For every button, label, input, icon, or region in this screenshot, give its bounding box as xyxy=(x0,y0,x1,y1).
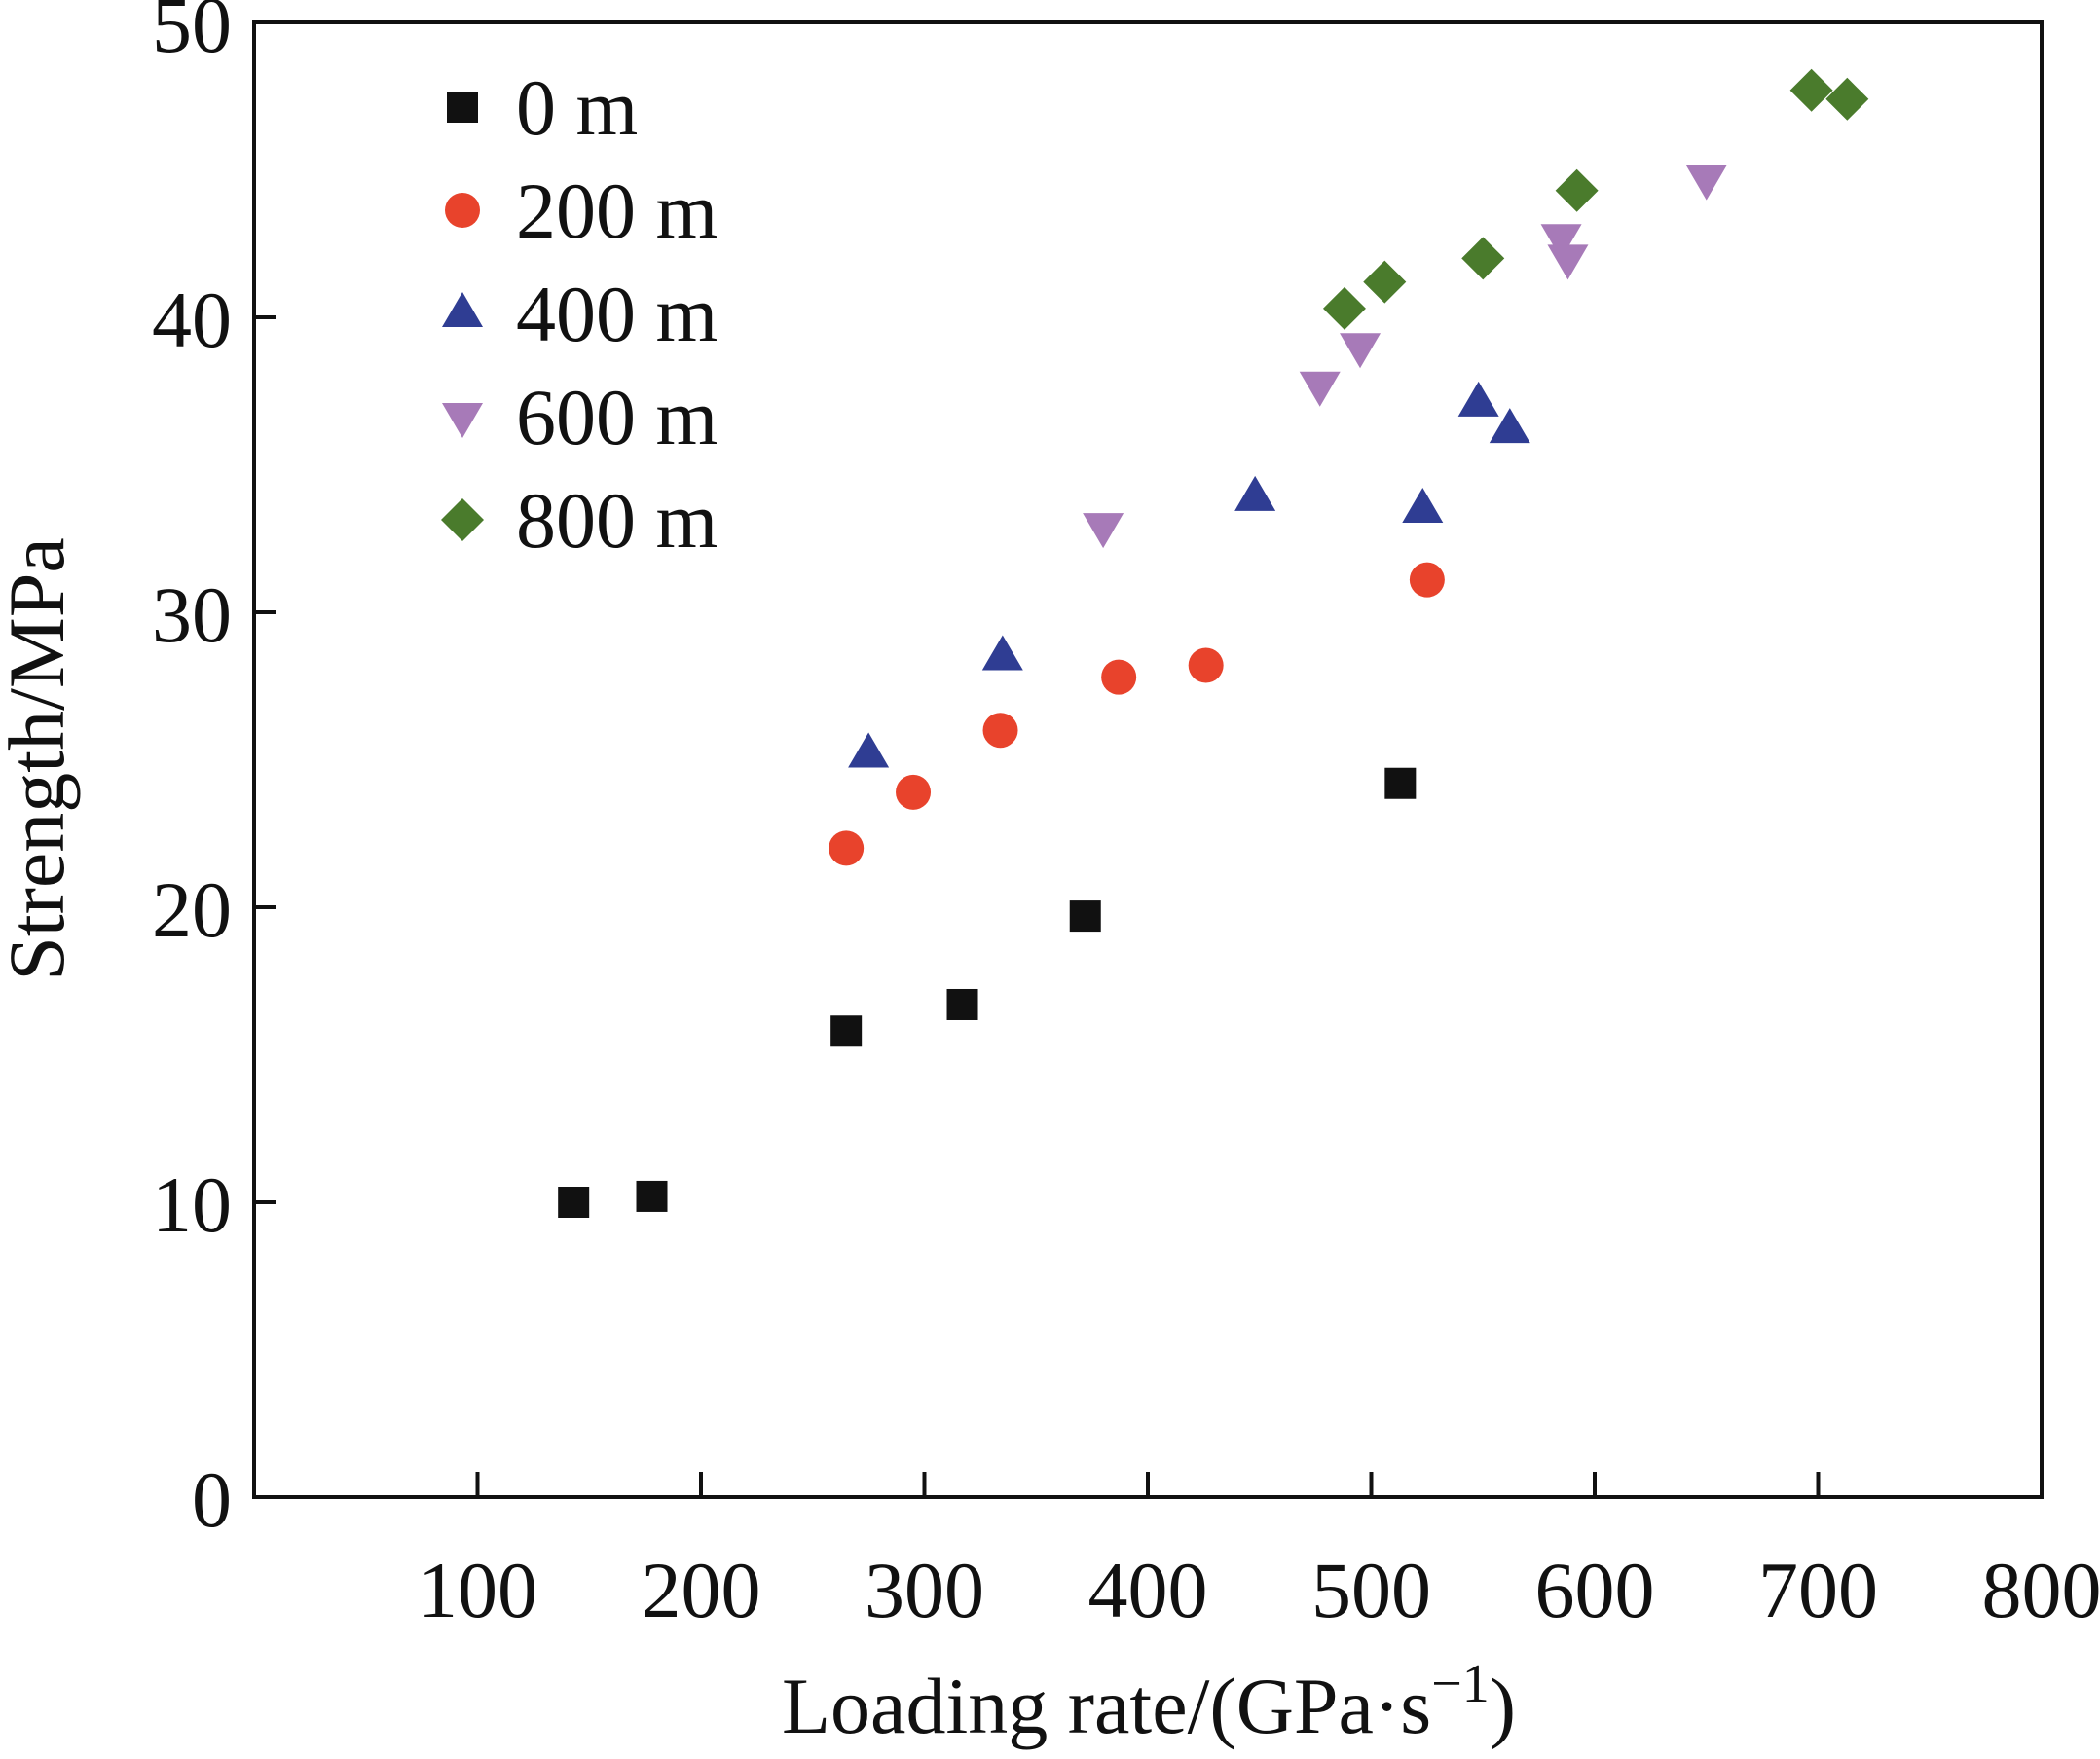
legend-label: 600 m xyxy=(516,373,718,461)
x-tick-label: 800 xyxy=(1982,1546,2100,1634)
y-tick-label: 0 xyxy=(192,1455,232,1544)
data-point xyxy=(1300,372,1341,407)
series-800-m xyxy=(1323,69,1868,330)
data-point xyxy=(558,1187,589,1218)
data-point xyxy=(1547,244,1588,279)
data-point xyxy=(848,732,889,767)
x-tick-label: 300 xyxy=(865,1546,984,1634)
legend-marker xyxy=(442,292,483,327)
legend-marker xyxy=(445,193,480,228)
data-point xyxy=(983,713,1018,748)
legend-marker xyxy=(442,403,483,438)
y-tick-label: 10 xyxy=(152,1160,232,1249)
legend-marker xyxy=(447,92,478,123)
data-point xyxy=(1461,237,1504,279)
data-point xyxy=(1825,78,1868,121)
data-point xyxy=(1234,476,1275,511)
data-point xyxy=(829,830,864,865)
y-tick-label: 20 xyxy=(152,865,232,954)
data-point xyxy=(1686,165,1727,201)
data-point xyxy=(1556,169,1599,212)
data-points xyxy=(558,69,1868,1218)
data-point xyxy=(1458,382,1499,417)
legend-label: 800 m xyxy=(516,476,718,565)
data-point xyxy=(1363,261,1406,304)
data-point xyxy=(830,1015,862,1046)
x-tick-label: 600 xyxy=(1535,1546,1655,1634)
y-tick-label: 30 xyxy=(152,570,232,659)
data-point xyxy=(1790,69,1833,112)
x-tick-label: 700 xyxy=(1758,1546,1878,1634)
series-600-m xyxy=(1083,165,1727,549)
x-axis-title: Loading rate/(GPa·s−1) xyxy=(782,1654,1516,1750)
legend-marker xyxy=(441,498,484,541)
data-point xyxy=(637,1181,668,1212)
y-axis: 0 10 20 30 40 50 xyxy=(152,0,276,1544)
x-tick-label: 400 xyxy=(1088,1546,1208,1634)
data-point xyxy=(1340,333,1381,368)
y-axis-title: Strength/MPa xyxy=(0,537,81,981)
legend: 0 m 200 m 400 m 600 m 800 m xyxy=(441,63,718,565)
data-point xyxy=(982,635,1023,670)
data-point xyxy=(896,775,931,810)
series-200-m xyxy=(829,563,1445,866)
series-0-m xyxy=(558,768,1416,1218)
legend-label: 400 m xyxy=(516,270,718,358)
data-point xyxy=(1384,768,1416,799)
x-tick-label: 100 xyxy=(418,1546,537,1634)
data-point xyxy=(1323,287,1366,330)
y-tick-label: 40 xyxy=(152,275,232,364)
data-point xyxy=(1189,648,1224,683)
data-point xyxy=(1410,563,1445,598)
legend-label: 0 m xyxy=(516,63,638,152)
data-point xyxy=(1070,900,1101,932)
data-point xyxy=(1402,488,1443,523)
data-point xyxy=(947,989,978,1020)
x-tick-label: 200 xyxy=(642,1546,761,1634)
legend-label: 200 m xyxy=(516,166,718,255)
y-tick-label: 50 xyxy=(152,0,232,69)
x-tick-label: 500 xyxy=(1311,1546,1431,1634)
data-point xyxy=(1101,660,1136,695)
data-point xyxy=(1083,513,1124,548)
